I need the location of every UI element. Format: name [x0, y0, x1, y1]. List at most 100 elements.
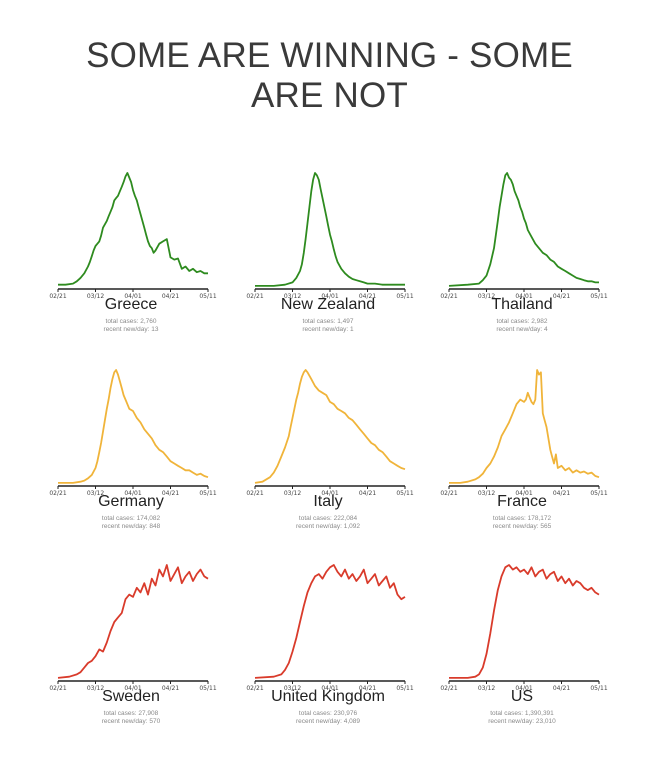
x-tick-label: 04/21 — [162, 293, 179, 300]
x-tick-label: 04/21 — [553, 685, 570, 692]
chart-panel: 02/21 03/12 04/01 04/21 05/11 Greece total cas… — [46, 165, 217, 355]
title-line-1: SOME ARE WINNING - SOME — [86, 36, 573, 75]
x-tick-label: 03/12 — [87, 293, 104, 300]
x-tick-label: 02/21 — [440, 685, 457, 692]
x-tick-label: 03/12 — [87, 490, 104, 497]
total-cases-label: total cases: 2,760 — [105, 318, 157, 325]
total-cases-label: total cases: 178,172 — [492, 515, 552, 522]
x-tick-label: 04/01 — [515, 490, 532, 497]
x-tick-label: 03/12 — [478, 293, 495, 300]
total-cases-label: total cases: 1,497 — [302, 318, 354, 325]
title-line-2: ARE NOT — [251, 76, 408, 115]
country-label: Italy — [313, 493, 343, 510]
chart-panel: 02/21 03/12 04/01 04/21 05/11 Sweden total cas… — [46, 557, 217, 747]
country-label: France — [497, 493, 547, 510]
series-line — [58, 369, 209, 484]
chart-panel: 02/21 03/12 04/01 04/21 05/11 New Zealand tota… — [243, 165, 414, 355]
series-line — [58, 172, 208, 286]
chart-panel: 02/21 03/12 04/01 04/21 05/11 United Kingdom t… — [243, 557, 414, 747]
series-line — [254, 564, 406, 679]
recent-new-per-day-label: recent new/day: 23,010 — [488, 718, 556, 725]
x-tick-label: 04/01 — [515, 685, 532, 692]
chart-panel: 02/21 03/12 04/01 04/21 05/11 US total cases: … — [437, 557, 608, 747]
country-label: Sweden — [102, 688, 160, 705]
x-tick-label: 02/21 — [440, 490, 457, 497]
recent-new-per-day-label: recent new/day: 13 — [103, 326, 159, 333]
x-tick-label: 02/21 — [49, 685, 66, 692]
line-chart: 02/21 03/12 04/01 04/21 05/11 — [246, 369, 414, 497]
x-tick-label: 04/01 — [321, 685, 338, 692]
country-label: Greece — [104, 296, 158, 313]
chart-panel: 02/21 03/12 04/01 04/21 05/11 Italy total case… — [243, 362, 414, 552]
x-tick-label: 05/11 — [396, 490, 413, 497]
recent-new-per-day-label: recent new/day: 1,092 — [296, 523, 360, 530]
x-tick-label: 04/01 — [124, 685, 141, 692]
x-tick-label: 05/11 — [199, 490, 216, 497]
line-chart: 02/21 03/12 04/01 04/21 05/11 — [440, 564, 608, 692]
recent-new-per-day-label: recent new/day: 1 — [302, 326, 354, 333]
x-tick-label: 02/21 — [49, 490, 66, 497]
country-label: Germany — [98, 493, 164, 510]
x-tick-label: 02/21 — [246, 490, 263, 497]
total-cases-label: total cases: 27,908 — [103, 710, 159, 717]
x-tick-label: 03/12 — [478, 685, 495, 692]
x-tick-label: 03/12 — [284, 685, 301, 692]
x-tick-label: 04/21 — [359, 490, 376, 497]
country-label: New Zealand — [280, 296, 376, 313]
recent-new-per-day-label: recent new/day: 4,089 — [296, 718, 360, 725]
series-line — [255, 172, 405, 287]
chart-panel: 02/21 03/12 04/01 04/21 05/11 France total cas… — [437, 362, 608, 552]
x-tick-label: 02/21 — [49, 293, 66, 300]
recent-new-per-day-label: recent new/day: 4 — [496, 326, 548, 333]
line-chart: 02/21 03/12 04/01 04/21 05/11 — [440, 369, 608, 497]
series-line — [449, 564, 600, 679]
x-tick-label: 04/21 — [359, 293, 376, 300]
x-tick-label: 03/12 — [284, 293, 301, 300]
x-tick-label: 04/21 — [359, 685, 376, 692]
total-cases-label: total cases: 222,084 — [298, 515, 358, 522]
x-tick-label: 05/11 — [590, 293, 607, 300]
x-tick-label: 04/01 — [321, 490, 338, 497]
line-chart: 02/21 03/12 04/01 04/21 05/11 — [246, 564, 414, 692]
recent-new-per-day-label: recent new/day: 570 — [101, 718, 161, 725]
x-tick-label: 05/11 — [396, 685, 413, 692]
x-tick-label: 05/11 — [590, 490, 607, 497]
total-cases-label: total cases: 174,082 — [101, 515, 161, 522]
x-tick-label: 05/11 — [199, 685, 216, 692]
x-tick-label: 05/11 — [590, 685, 607, 692]
chart-panel: 02/21 03/12 04/01 04/21 05/11 Thailand total c… — [437, 165, 608, 355]
x-tick-label: 03/12 — [87, 685, 104, 692]
line-chart: 02/21 03/12 04/01 04/21 05/11 — [49, 172, 217, 300]
x-tick-label: 05/11 — [199, 293, 216, 300]
total-cases-label: total cases: 2,982 — [496, 318, 548, 325]
x-tick-label: 04/01 — [321, 293, 338, 300]
line-chart: 02/21 03/12 04/01 04/21 05/11 — [49, 564, 217, 692]
recent-new-per-day-label: recent new/day: 848 — [101, 523, 161, 530]
x-tick-label: 03/12 — [284, 490, 301, 497]
series-line — [449, 369, 600, 484]
line-chart: 02/21 03/12 04/01 04/21 05/11 — [246, 172, 414, 300]
total-cases-label: total cases: 1,390,391 — [490, 710, 554, 717]
x-tick-label: 04/21 — [553, 490, 570, 497]
series-line — [254, 369, 406, 484]
line-chart: 02/21 03/12 04/01 04/21 05/11 — [440, 172, 608, 300]
recent-new-per-day-label: recent new/day: 565 — [492, 523, 552, 530]
x-tick-label: 02/21 — [246, 685, 263, 692]
x-tick-label: 04/01 — [124, 293, 141, 300]
x-tick-label: 02/21 — [246, 293, 263, 300]
line-chart: 02/21 03/12 04/01 04/21 05/11 — [49, 369, 217, 497]
x-tick-label: 02/21 — [440, 293, 457, 300]
x-tick-label: 04/01 — [515, 293, 532, 300]
country-label: US — [510, 688, 534, 705]
total-cases-label: total cases: 230,976 — [298, 710, 358, 717]
country-label: Thailand — [491, 296, 553, 313]
x-tick-label: 04/21 — [162, 490, 179, 497]
chart-panel: 02/21 03/12 04/01 04/21 05/11 Germany total ca… — [46, 362, 217, 552]
page-title: SOME ARE WINNING - SOME ARE NOT — [0, 36, 659, 116]
series-line — [448, 172, 599, 287]
country-label: United Kingdom — [271, 688, 385, 705]
x-tick-label: 03/12 — [478, 490, 495, 497]
x-tick-label: 04/01 — [124, 490, 141, 497]
series-line — [57, 564, 209, 679]
